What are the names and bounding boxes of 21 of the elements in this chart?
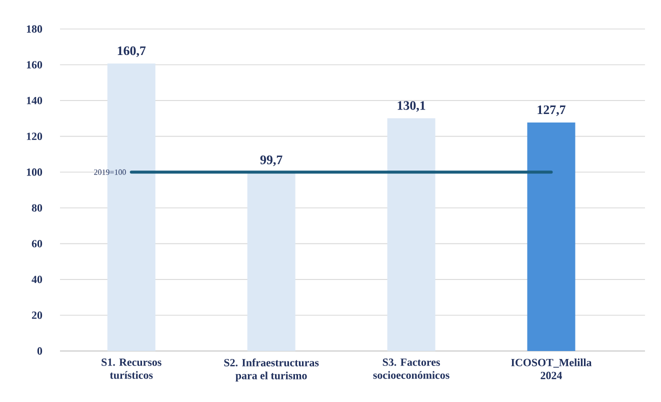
x-tick-label: ICOSOT_Melilla 2024 — [511, 358, 592, 380]
bar — [527, 122, 576, 351]
x-tick-label: S2. Infraestructuras para el turismo — [224, 358, 319, 382]
data-label: 99,7 — [260, 156, 282, 166]
data-label: 127,7 — [538, 105, 566, 116]
y-tick-label: 60 — [32, 240, 42, 248]
y-tick-label: 120 — [26, 132, 42, 140]
y-tick-label: 0 — [37, 347, 42, 355]
y-tick-label: 20 — [32, 312, 42, 319]
y-tick-label: 180 — [26, 25, 42, 33]
bar — [387, 118, 436, 351]
bar — [247, 172, 296, 351]
y-tick-label: 160 — [26, 61, 42, 68]
data-label: 160,7 — [118, 46, 146, 57]
x-tick-label: S3. Factores socioeconómicos — [373, 358, 450, 379]
y-tick-label: 100 — [26, 168, 42, 176]
y-tick-label: 40 — [32, 276, 42, 284]
data-label: 130,1 — [398, 101, 426, 112]
y-tick-label: 80 — [32, 204, 42, 212]
x-tick-label: S1. Recursos turísticos — [102, 358, 162, 379]
y-tick-label: 140 — [26, 96, 42, 104]
